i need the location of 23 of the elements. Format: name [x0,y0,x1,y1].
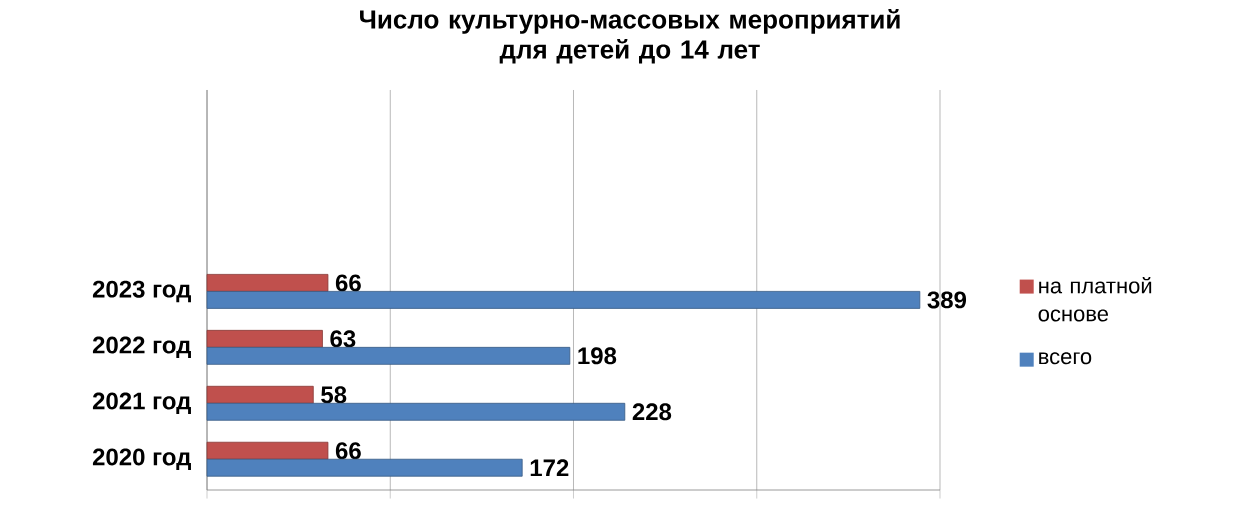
data-label: 63 [330,330,356,348]
data-label: 172 [530,459,569,476]
bar [206,290,921,309]
chart-title: Число культурно-массовых мероприятий для детей до 14 лет [360,8,900,64]
data-label: 198 [578,347,617,365]
data-label: 66 [335,442,361,460]
y-tick-label: 2020 год [92,448,191,470]
bar [206,273,329,292]
y-tick-label: 2023 год [92,280,191,303]
bar [206,458,523,477]
legend-label: на платной основе [1038,276,1152,322]
bar [206,385,314,404]
data-label: 58 [321,386,347,404]
bar [206,346,571,365]
y-tick-label: 2021 год [92,392,191,414]
bar [206,402,626,421]
bar [206,329,323,348]
data-label: 389 [927,291,967,309]
y-tick-label: 2022 год [92,336,191,358]
bar [206,441,329,460]
data-label: 228 [632,403,672,421]
legend-label: всего [1039,352,1092,365]
data-label: 66 [335,274,361,292]
